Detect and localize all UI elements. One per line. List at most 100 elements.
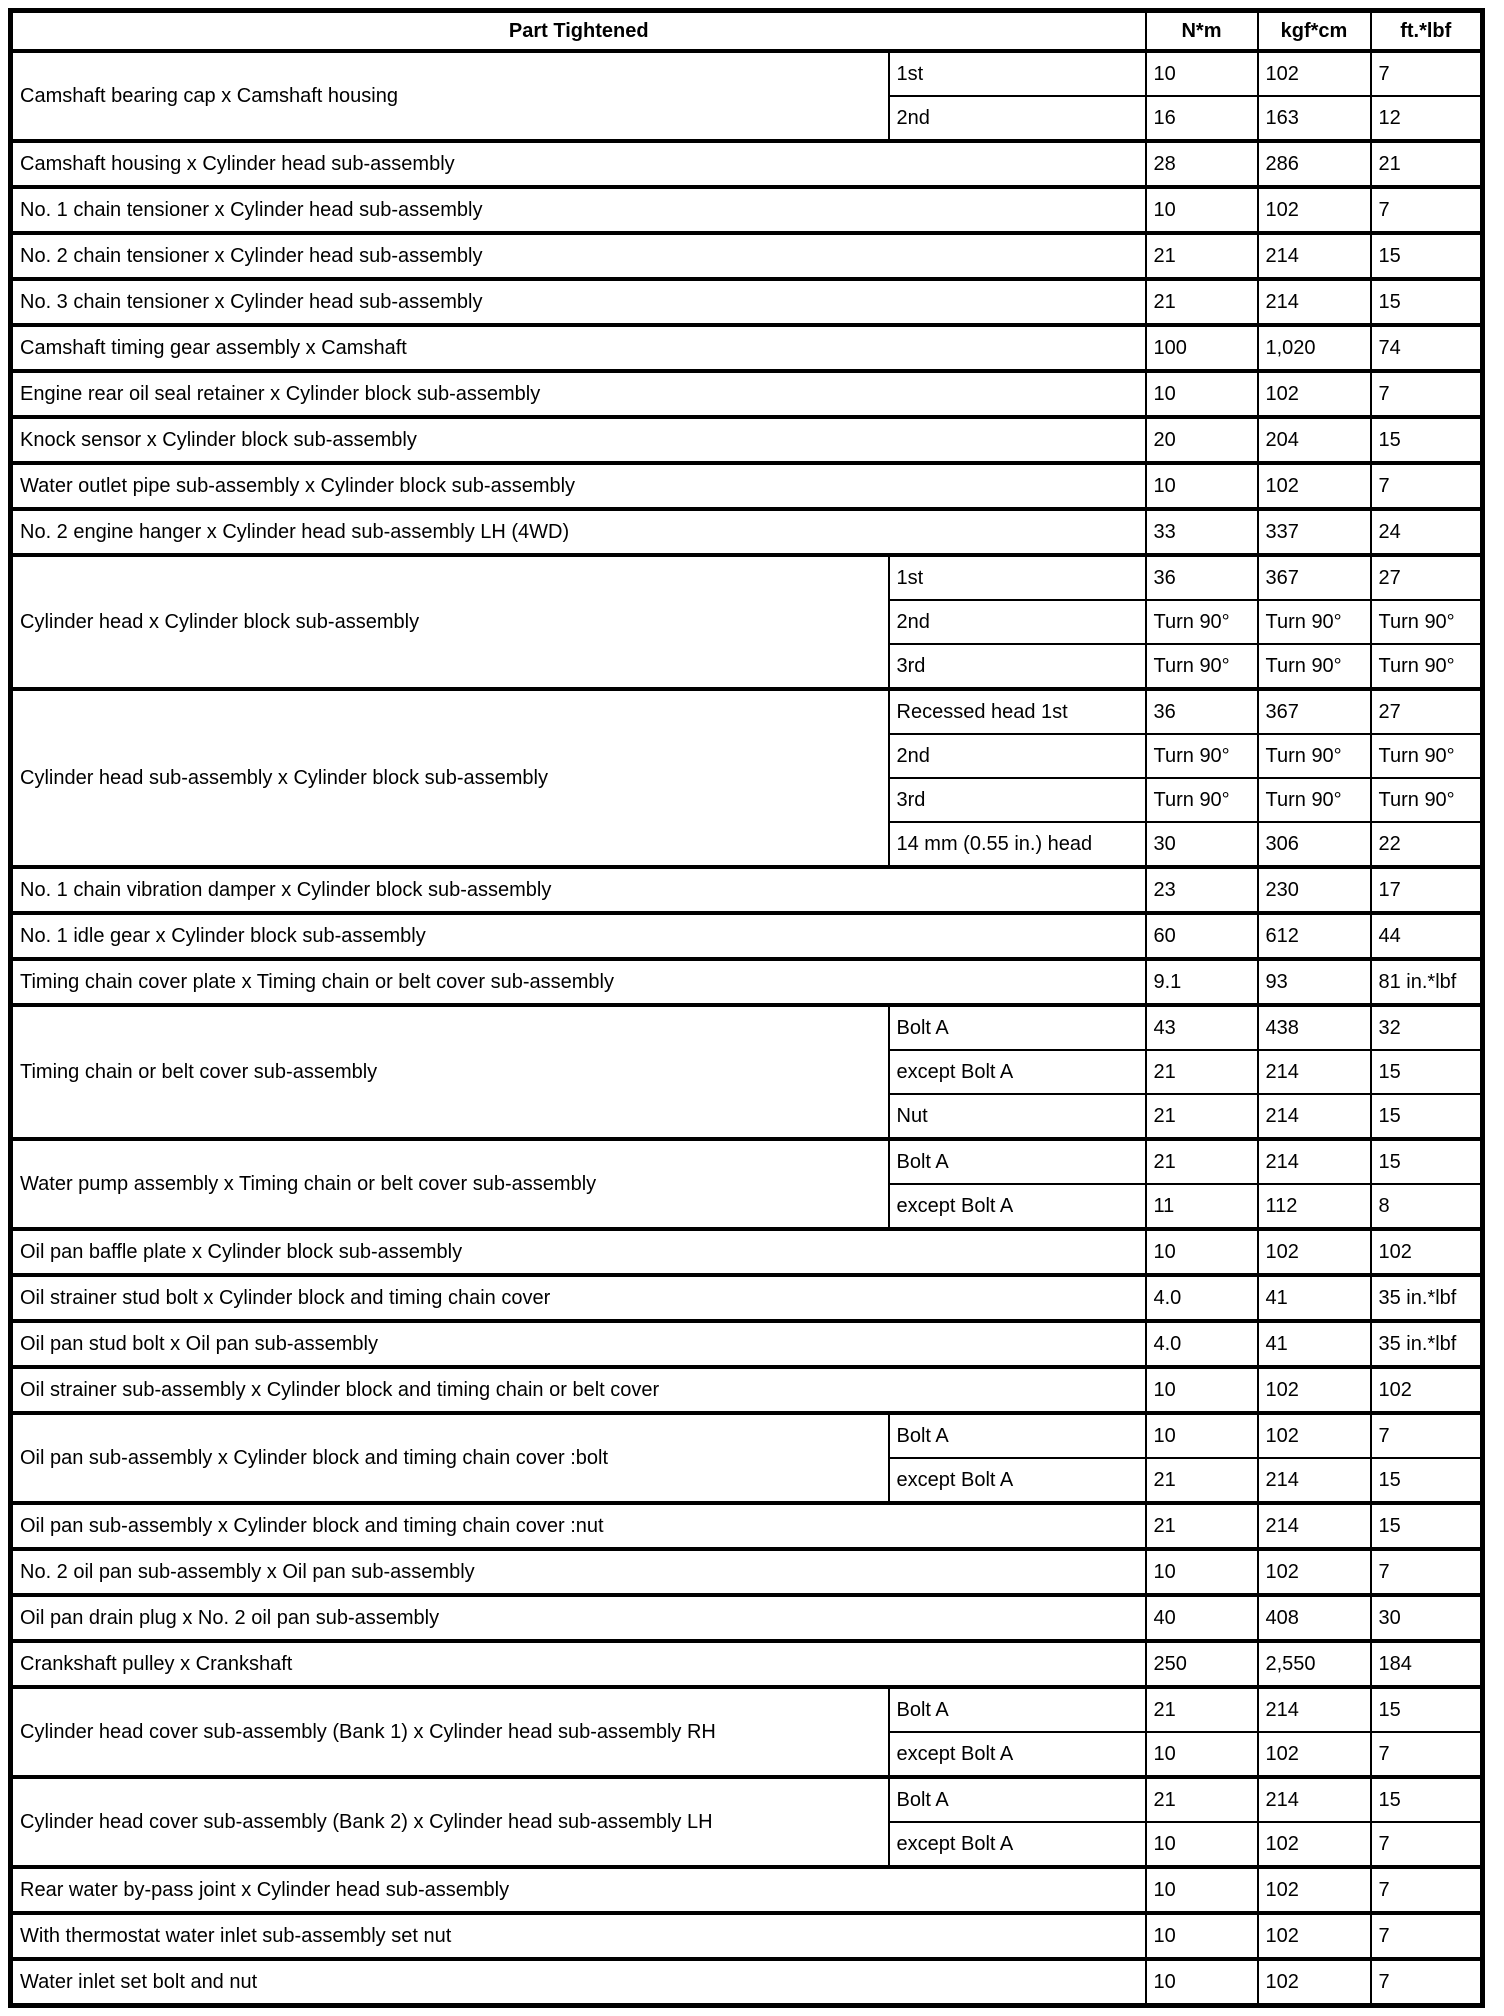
ftlbf-value-cell: 15 (1369, 415, 1484, 464)
nm-value-cell: 250 (1144, 1639, 1259, 1688)
ftlbf-value-cell: 27 (1369, 687, 1484, 735)
ftlbf-value-cell: 7 (1369, 185, 1484, 234)
part-name-cell: Oil pan sub-assembly x Cylinder block an… (9, 1411, 890, 1504)
ftlbf-value-cell: 15 (1369, 1093, 1484, 1140)
nm-value-cell: 10 (1144, 1957, 1259, 2007)
nm-value-cell: Turn 90° (1144, 777, 1259, 823)
table-row: Camshaft bearing cap x Camshaft housing 1… (9, 49, 1484, 142)
part-name-cell: Camshaft timing gear assembly x Camshaft (9, 323, 1147, 372)
table-row: Camshaft timing gear assembly x Camshaft… (9, 323, 1484, 372)
table-row: 2nd 16 163 12 (11, 95, 1484, 142)
nm-value-cell: 60 (1144, 911, 1259, 960)
nm-value-cell: 40 (1144, 1593, 1259, 1642)
nm-value-cell: 4.0 (1144, 1273, 1259, 1322)
ftlbf-value-cell: Turn 90° (1369, 777, 1484, 823)
part-name-cell: No. 1 idle gear x Cylinder block sub-ass… (9, 911, 1147, 960)
nm-value-cell: 10 (1144, 1821, 1259, 1868)
nm-value-cell: 10 (1144, 1865, 1259, 1914)
ftlbf-value-cell: 7 (1369, 1411, 1484, 1459)
ftlbf-value-cell: 24 (1369, 507, 1484, 556)
ftlbf-value-cell: 7 (1369, 1731, 1484, 1778)
table-row: No. 2 oil pan sub-assembly x Oil pan sub… (9, 1547, 1484, 1596)
part-name-cell: Oil strainer stud bolt x Cylinder block … (9, 1273, 1147, 1322)
kgfcm-value-cell: 102 (1256, 1957, 1372, 2007)
ftlbf-value-cell: 15 (1369, 1501, 1484, 1550)
step-cell: Bolt A (887, 1137, 1147, 1185)
ftlbf-value-cell: 27 (1369, 553, 1484, 601)
step-cell: Bolt A (887, 1411, 1147, 1459)
table-row: 3rd Turn 90° Turn 90° Turn 90° (11, 643, 1484, 690)
nm-value-cell: 9.1 (1144, 957, 1259, 1006)
nm-value-cell: 4.0 (1144, 1319, 1259, 1368)
nm-value-cell: 28 (1144, 139, 1259, 188)
step-cell: 1st (887, 49, 1147, 97)
ftlbf-value-cell: 12 (1369, 95, 1484, 142)
table-row: No. 2 chain tensioner x Cylinder head su… (9, 231, 1484, 280)
step-cell: except Bolt A (887, 1457, 1147, 1504)
part-name-cell: Camshaft bearing cap x Camshaft housing (9, 49, 890, 142)
ftlbf-value-cell: 35 in.*lbf (1369, 1273, 1484, 1322)
nm-value-cell: 43 (1144, 1003, 1259, 1051)
nm-value-cell: 10 (1144, 49, 1259, 97)
table-row: Timing chain or belt cover sub-assembly B… (9, 1003, 1484, 1140)
ftlbf-value-cell: 102 (1369, 1365, 1484, 1414)
kgfcm-value-cell: 214 (1256, 1685, 1372, 1733)
kgfcm-value-cell: 204 (1256, 415, 1372, 464)
table-row: No. 3 chain tensioner x Cylinder head su… (9, 277, 1484, 326)
part-name-cell: Oil pan stud bolt x Oil pan sub-assembly (9, 1319, 1147, 1368)
part-name-cell: Oil strainer sub-assembly x Cylinder blo… (9, 1365, 1147, 1414)
ftlbf-value-cell: 44 (1369, 911, 1484, 960)
table-row: Crankshaft pulley x Crankshaft 250 2,550 18… (9, 1639, 1484, 1688)
step-cell: 2nd (887, 599, 1147, 645)
part-name-cell: No. 2 chain tensioner x Cylinder head su… (9, 231, 1147, 280)
ftlbf-value-cell: 17 (1369, 865, 1484, 914)
table-row: No. 2 engine hanger x Cylinder head sub-… (9, 507, 1484, 556)
table-row: except Bolt A 10 102 7 (11, 1731, 1484, 1778)
table-row: 2nd Turn 90° Turn 90° Turn 90° (11, 599, 1484, 645)
kgfcm-value-cell: 214 (1256, 277, 1372, 326)
nm-value-cell: 21 (1144, 1775, 1259, 1823)
kgfcm-value-cell: 214 (1256, 1457, 1372, 1504)
kgfcm-value-cell: 41 (1256, 1319, 1372, 1368)
kgfcm-value-cell: 214 (1256, 1049, 1372, 1095)
ftlbf-value-cell: 7 (1369, 1865, 1484, 1914)
ftlbf-value-cell: 81 in.*lbf (1369, 957, 1484, 1006)
ftlbf-value-cell: Turn 90° (1369, 599, 1484, 645)
kgfcm-value-cell: 102 (1256, 1365, 1372, 1414)
table-row: Knock sensor x Cylinder block sub-assemb… (9, 415, 1484, 464)
part-name-cell: Water outlet pipe sub-assembly x Cylinde… (9, 461, 1147, 510)
kgfcm-value-cell: 102 (1256, 369, 1372, 418)
table-row: Oil strainer stud bolt x Cylinder block … (9, 1273, 1484, 1322)
ftlbf-value-cell: 15 (1369, 1049, 1484, 1095)
part-name-cell: Rear water by-pass joint x Cylinder head… (9, 1865, 1147, 1914)
ftlbf-value-cell: 7 (1369, 461, 1484, 510)
kgfcm-value-cell: Turn 90° (1256, 599, 1372, 645)
nm-value-cell: 21 (1144, 231, 1259, 280)
part-name-cell: Cylinder head cover sub-assembly (Bank 2… (9, 1775, 890, 1868)
kgfcm-value-cell: 102 (1256, 1821, 1372, 1868)
nm-value-cell: 10 (1144, 1365, 1259, 1414)
table-row: Cylinder head x Cylinder block sub-assem… (9, 553, 1484, 690)
nm-value-cell: 20 (1144, 415, 1259, 464)
table-row: except Bolt A 21 214 15 (11, 1049, 1484, 1095)
nm-value-cell: 21 (1144, 1137, 1259, 1185)
kgfcm-value-cell: 41 (1256, 1273, 1372, 1322)
kgfcm-value-cell: 612 (1256, 911, 1372, 960)
part-name-cell: Camshaft housing x Cylinder head sub-ass… (9, 139, 1147, 188)
part-name-cell: No. 1 chain tensioner x Cylinder head su… (9, 185, 1147, 234)
kgfcm-value-cell: 2,550 (1256, 1639, 1372, 1688)
part-name-cell: Timing chain or belt cover sub-assembly (9, 1003, 890, 1140)
kgfcm-value-cell: 112 (1256, 1183, 1372, 1230)
step-cell: 14 mm (0.55 in.) head (887, 821, 1147, 868)
part-name-cell: Cylinder head x Cylinder block sub-assem… (9, 553, 890, 690)
nm-value-cell: 10 (1144, 1547, 1259, 1596)
step-cell: 2nd (887, 95, 1147, 142)
table-row: Oil pan baffle plate x Cylinder block su… (9, 1227, 1484, 1276)
ftlbf-value-cell: 15 (1369, 1137, 1484, 1185)
kgfcm-value-cell: 102 (1256, 1547, 1372, 1596)
table-row: Water pump assembly x Timing chain or be… (9, 1137, 1484, 1230)
table-row: except Bolt A 11 112 8 (11, 1183, 1484, 1230)
step-cell: 2nd (887, 733, 1147, 779)
ftlbf-value-cell: 7 (1369, 1957, 1484, 2007)
table-row: Water inlet set bolt and nut 10 102 7 (9, 1957, 1484, 2007)
